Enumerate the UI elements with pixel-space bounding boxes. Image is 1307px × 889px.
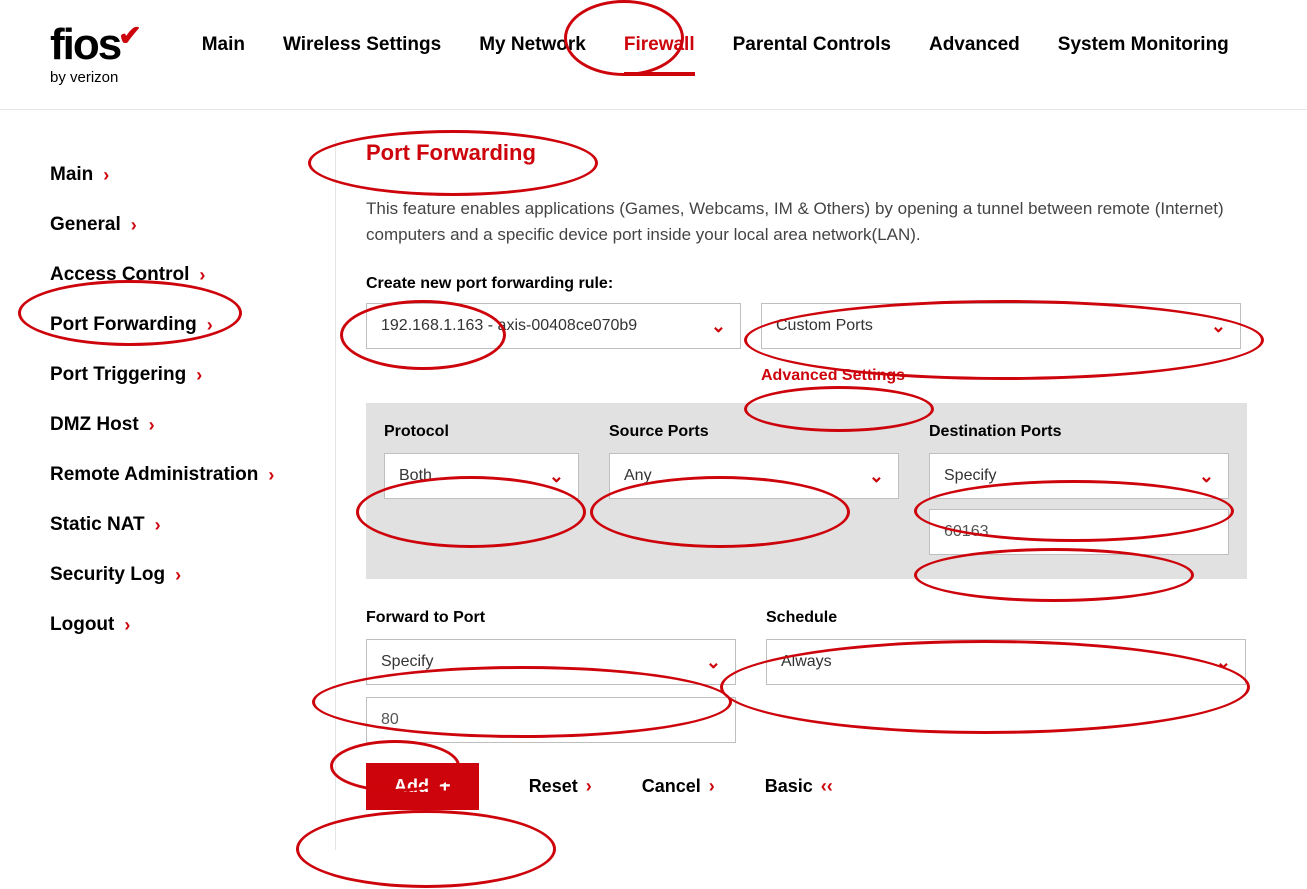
forward-to-port-select[interactable]: Specify ⌄	[366, 639, 736, 685]
advanced-panel: Protocol Both ⌄ Source Ports Any ⌄	[366, 403, 1247, 579]
forward-to-port-value: Specify	[381, 653, 433, 671]
plus-icon: +	[439, 775, 451, 798]
device-select[interactable]: 192.168.1.163 - axis-00408ce070b9 ⌄	[366, 303, 741, 349]
sidebar-item-label: DMZ Host	[50, 414, 139, 436]
sidebar-item-security-log[interactable]: Security Log ›	[50, 550, 315, 600]
chevron-down-icon: ⌄	[549, 466, 564, 487]
sidebar-item-label: Security Log	[50, 564, 165, 586]
nav-parental[interactable]: Parental Controls	[733, 34, 891, 76]
basic-button[interactable]: Basic ‹‹	[765, 776, 833, 797]
source-ports-label: Source Ports	[609, 423, 899, 441]
sidebar-item-label: Logout	[50, 614, 114, 636]
protocol-label: Protocol	[384, 423, 579, 441]
chevron-right-icon: ›	[155, 515, 161, 536]
chevron-down-icon: ⌄	[706, 652, 721, 673]
application-select-value: Custom Ports	[776, 317, 873, 335]
forward-port-input[interactable]: 80	[366, 697, 736, 743]
chevron-down-icon: ⌄	[1216, 652, 1231, 673]
reset-button[interactable]: Reset ›	[529, 776, 592, 797]
protocol-select-value: Both	[399, 467, 432, 485]
sidebar-item-access-control[interactable]: Access Control ›	[50, 250, 315, 300]
nav-firewall[interactable]: Firewall	[624, 34, 695, 76]
chevron-down-icon: ⌄	[869, 466, 884, 487]
check-icon: ✔	[118, 19, 141, 52]
sidebar-item-label: General	[50, 214, 121, 236]
sidebar-item-label: Main	[50, 164, 93, 186]
reset-label: Reset	[529, 776, 578, 797]
logo-byline: by verizon	[50, 69, 142, 86]
sidebar-item-main[interactable]: Main ›	[50, 150, 315, 200]
chevron-right-icon: ›	[196, 365, 202, 386]
page-title: Port Forwarding	[366, 140, 1247, 166]
sidebar: Main › General › Access Control › Port Forw…	[0, 140, 335, 850]
chevron-down-icon: ⌄	[1211, 316, 1226, 337]
chevron-down-icon: ⌄	[711, 316, 726, 337]
chevron-right-icon: ›	[149, 415, 155, 436]
schedule-label: Schedule	[766, 609, 1246, 627]
sidebar-item-label: Remote Administration	[50, 464, 258, 486]
destination-ports-value: Specify	[944, 467, 996, 485]
nav-wireless[interactable]: Wireless Settings	[283, 34, 441, 76]
protocol-select[interactable]: Both ⌄	[384, 453, 579, 499]
chevron-right-icon: ›	[586, 776, 592, 797]
sidebar-item-label: Access Control	[50, 264, 189, 286]
cancel-button[interactable]: Cancel ›	[642, 776, 715, 797]
main-panel: Port Forwarding This feature enables app…	[335, 140, 1307, 850]
chevron-right-icon: ›	[103, 165, 109, 186]
application-select[interactable]: Custom Ports ⌄	[761, 303, 1241, 349]
sidebar-item-remote-admin[interactable]: Remote Administration ›	[50, 450, 315, 500]
source-ports-value: Any	[624, 467, 652, 485]
page-description: This feature enables applications (Games…	[366, 196, 1247, 247]
chevron-left-double-icon: ‹‹	[821, 776, 833, 797]
chevron-right-icon: ›	[207, 315, 213, 336]
destination-port-input[interactable]: 60163	[929, 509, 1229, 555]
source-ports-select[interactable]: Any ⌄	[609, 453, 899, 499]
chevron-right-icon: ›	[131, 215, 137, 236]
sidebar-item-port-triggering[interactable]: Port Triggering ›	[50, 350, 315, 400]
chevron-right-icon: ›	[124, 615, 130, 636]
destination-ports-select[interactable]: Specify ⌄	[929, 453, 1229, 499]
nav-sysmon[interactable]: System Monitoring	[1058, 34, 1229, 76]
logo-text: fios	[50, 23, 120, 67]
chevron-right-icon: ›	[709, 776, 715, 797]
sidebar-item-port-forwarding[interactable]: Port Forwarding ›	[50, 300, 315, 350]
header: fios ✔ by verizon Main Wireless Settings…	[0, 0, 1307, 110]
schedule-select[interactable]: Always ⌄	[766, 639, 1246, 685]
forward-port-value: 80	[381, 711, 399, 729]
advanced-settings-link[interactable]: Advanced Settings	[761, 367, 1247, 385]
sidebar-item-dmz-host[interactable]: DMZ Host ›	[50, 400, 315, 450]
destination-ports-label: Destination Ports	[929, 423, 1229, 441]
sidebar-item-label: Port Triggering	[50, 364, 186, 386]
schedule-value: Always	[781, 653, 832, 671]
create-rule-label: Create new port forwarding rule:	[366, 275, 1247, 293]
destination-port-value: 60163	[944, 523, 989, 541]
forward-to-port-label: Forward to Port	[366, 609, 736, 627]
top-nav: Main Wireless Settings My Network Firewa…	[202, 34, 1229, 76]
chevron-down-icon: ⌄	[1199, 466, 1214, 487]
sidebar-item-label: Port Forwarding	[50, 314, 197, 336]
device-select-value: 192.168.1.163 - axis-00408ce070b9	[381, 317, 637, 335]
add-button-label: Add	[394, 776, 429, 797]
sidebar-item-static-nat[interactable]: Static NAT ›	[50, 500, 315, 550]
nav-main[interactable]: Main	[202, 34, 245, 76]
sidebar-item-logout[interactable]: Logout ›	[50, 600, 315, 650]
cancel-label: Cancel	[642, 776, 701, 797]
chevron-right-icon: ›	[268, 465, 274, 486]
add-button[interactable]: Add +	[366, 763, 479, 810]
basic-label: Basic	[765, 776, 813, 797]
nav-mynetwork[interactable]: My Network	[479, 34, 586, 76]
chevron-right-icon: ›	[199, 265, 205, 286]
sidebar-item-label: Static NAT	[50, 514, 145, 536]
sidebar-item-general[interactable]: General ›	[50, 200, 315, 250]
logo: fios ✔ by verizon	[50, 23, 142, 86]
chevron-right-icon: ›	[175, 565, 181, 586]
nav-advanced[interactable]: Advanced	[929, 34, 1020, 76]
